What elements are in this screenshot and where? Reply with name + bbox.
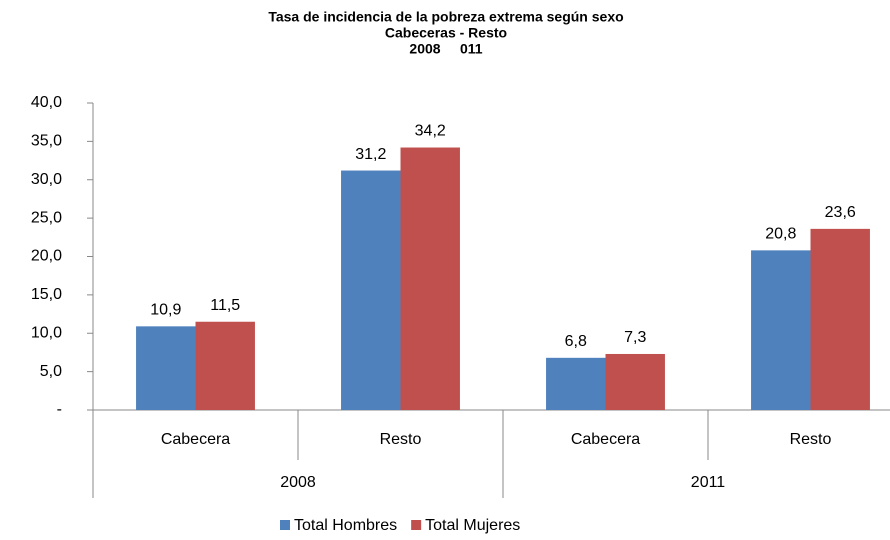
bar <box>546 357 606 410</box>
legend-swatch <box>411 520 422 530</box>
chart-subtitle: Cabeceras - Resto <box>385 25 507 41</box>
bar <box>751 250 811 410</box>
data-label: 23,6 <box>825 204 856 221</box>
data-label: 10,9 <box>150 302 181 319</box>
legend-swatch <box>280 520 290 530</box>
bar <box>400 147 460 410</box>
chart-subtitle: 2008 011 <box>409 41 482 57</box>
y-tick-label: 10,0 <box>31 324 62 341</box>
data-label: 6,8 <box>565 333 587 350</box>
data-label: 11,5 <box>210 297 240 314</box>
x-group-label: 2011 <box>691 474 726 491</box>
y-tick-label: 25,0 <box>31 209 62 226</box>
legend-label: Total Mujeres <box>425 517 520 534</box>
y-tick-label: 5,0 <box>40 363 62 380</box>
bar <box>605 353 665 410</box>
bar <box>195 321 255 410</box>
data-label: 7,3 <box>624 329 646 346</box>
data-label: 31,2 <box>355 146 386 163</box>
legend-label: Total Hombres <box>294 517 397 534</box>
x-group-label: 2008 <box>280 474 316 491</box>
y-tick-label: 30,0 <box>31 171 62 188</box>
bar <box>136 326 196 410</box>
chart-title: Tasa de incidencia de la pobreza extrema… <box>268 9 623 25</box>
y-tick-label: 40,0 <box>31 94 62 111</box>
x-tick-label: Resto <box>380 431 422 448</box>
y-tick-label: 20,0 <box>31 248 62 265</box>
bar <box>341 170 401 410</box>
data-label: 20,8 <box>765 226 796 243</box>
x-tick-label: Cabecera <box>161 431 230 448</box>
y-tick-label: 35,0 <box>31 133 62 150</box>
x-tick-label: Resto <box>790 431 832 448</box>
bar <box>810 228 870 410</box>
x-tick-label: Cabecera <box>571 431 640 448</box>
y-tick-label: 15,0 <box>31 286 62 303</box>
y-tick-label: - <box>57 401 62 418</box>
data-label: 34,2 <box>415 123 446 140</box>
